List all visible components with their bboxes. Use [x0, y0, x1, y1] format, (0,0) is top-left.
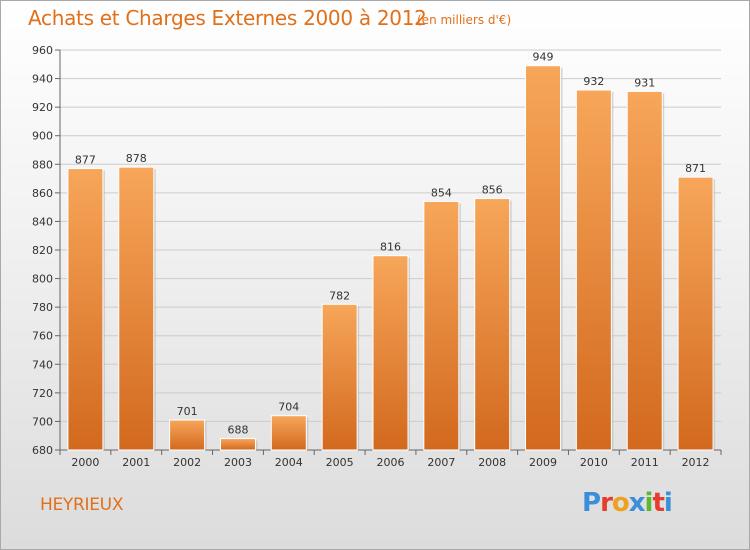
bar-2002: [169, 419, 206, 451]
bar-2005: [321, 303, 358, 451]
logo-letter: P: [582, 488, 601, 518]
bar-2001: [118, 166, 155, 451]
proxiti-logo: Proxiti: [582, 488, 673, 518]
data-label-2003: 688: [227, 424, 248, 437]
logo-letter: x: [628, 488, 646, 518]
data-label-2005: 782: [329, 289, 350, 302]
bar-2012: [677, 176, 714, 451]
y-tick-label: 960: [32, 44, 53, 57]
y-tick-label: 800: [32, 273, 53, 286]
data-label-2006: 816: [380, 241, 401, 254]
y-tick-label: 940: [32, 73, 53, 86]
logo-letter: i: [663, 488, 673, 518]
x-tick-label-2003: 2003: [224, 456, 252, 469]
x-tick-label-2008: 2008: [478, 456, 506, 469]
data-label-2001: 878: [126, 152, 147, 165]
x-tick-label-2005: 2005: [326, 456, 354, 469]
x-tick-label-2009: 2009: [529, 456, 557, 469]
y-tick-label: 900: [32, 130, 53, 143]
data-label-2012: 871: [685, 162, 706, 175]
bar-2007: [423, 200, 460, 451]
bar-2011: [626, 90, 663, 451]
bar-2000: [67, 168, 104, 451]
x-tick-label-2010: 2010: [580, 456, 608, 469]
data-label-2002: 701: [177, 405, 198, 418]
x-tick-label-2001: 2001: [122, 456, 150, 469]
chart-title: Achats et Charges Externes 2000 à 2012: [28, 6, 427, 30]
y-tick-label: 880: [32, 158, 53, 171]
x-tick-label-2000: 2000: [71, 456, 99, 469]
data-label-2000: 877: [75, 154, 96, 167]
x-tick-label-2006: 2006: [377, 456, 405, 469]
data-label-2008: 856: [482, 184, 503, 197]
x-tick-label-2007: 2007: [427, 456, 455, 469]
data-label-2009: 949: [533, 51, 554, 64]
place-name: HEYRIEUX: [40, 495, 124, 515]
logo-letter: o: [611, 488, 630, 518]
logo-letter: i: [644, 488, 654, 518]
data-label-2004: 704: [278, 401, 299, 414]
y-tick-label: 700: [32, 415, 53, 428]
bar-2006: [372, 255, 409, 451]
bar-2004: [270, 415, 307, 451]
x-tick-label-2011: 2011: [631, 456, 659, 469]
x-tick-label-2004: 2004: [275, 456, 303, 469]
y-tick-label: 780: [32, 301, 53, 314]
y-tick-label: 720: [32, 387, 53, 400]
bar-2010: [575, 89, 612, 451]
x-tick-label-2002: 2002: [173, 456, 201, 469]
y-tick-label: 920: [32, 101, 53, 114]
y-tick-label: 840: [32, 215, 53, 228]
y-tick-label: 760: [32, 330, 53, 343]
x-tick-label-2012: 2012: [682, 456, 710, 469]
data-label-2007: 854: [431, 186, 452, 199]
data-label-2010: 932: [583, 75, 604, 88]
bar-2008: [474, 198, 511, 451]
chart-subtitle: (en milliers d'€): [417, 13, 512, 27]
y-tick-label: 680: [32, 444, 53, 457]
bar-2009: [525, 65, 562, 451]
logo-letter: t: [652, 488, 664, 518]
y-tick-label: 860: [32, 187, 53, 200]
y-tick-label: 740: [32, 358, 53, 371]
bar-2003: [219, 438, 256, 451]
logo-letter: r: [600, 488, 613, 518]
y-tick-label: 820: [32, 244, 53, 257]
data-label-2011: 931: [634, 76, 655, 89]
